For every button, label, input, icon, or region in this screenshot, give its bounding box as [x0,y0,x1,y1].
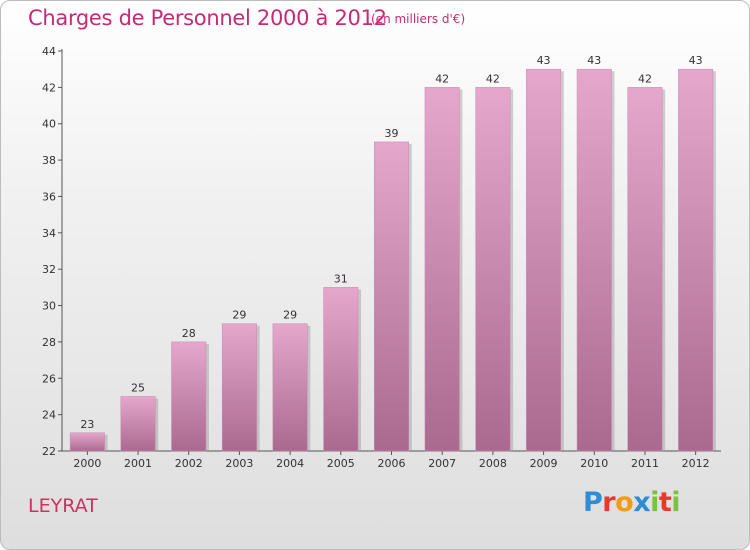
data-label: 28 [182,327,196,340]
bar [323,287,359,452]
x-tick-label: 2000 [73,457,101,470]
chart-title: Charges de Personnel 2000 à 2012 [28,6,387,30]
data-label: 25 [131,381,145,394]
logo-letter: t [658,487,672,518]
y-tick-label: 26 [42,372,56,385]
y-tick-label: 24 [42,409,56,422]
x-tick-label: 2006 [378,457,406,470]
bar [424,87,460,452]
bar [526,68,562,452]
bar [627,87,663,452]
town-name: LEYRAT [28,495,98,517]
logo-letter: i [671,487,681,518]
y-tick-label: 34 [42,227,56,240]
y-tick-label: 28 [42,336,56,349]
data-label: 29 [232,309,246,322]
y-tick-label: 44 [42,45,56,58]
bar [374,141,409,452]
logo-letter: P [583,487,603,518]
bar [171,341,207,452]
x-tick-label: 2012 [682,457,710,470]
y-axis: 22 24 26 28 30 32 34 36 38 40 42 44 [42,45,63,458]
data-label: 42 [435,72,449,85]
x-tick-label: 2004 [276,457,304,470]
bar [475,87,511,452]
y-tick-label: 36 [42,190,56,203]
bar [272,323,308,452]
x-tick-label: 2009 [530,457,558,470]
data-label: 29 [283,309,297,322]
x-axis: 2000 2001 2002 2003 2004 2005 2006 2007 2008 2009… [62,450,721,470]
logo-letter: i [650,487,659,518]
bar [221,323,257,452]
data-label: 23 [80,418,94,431]
y-tick-label: 22 [42,445,56,458]
y-tick-label: 32 [42,263,56,276]
data-label: 31 [334,272,348,285]
bars: 23 25 28 29 29 31 39 42 42 43 43 42 43 [69,54,716,452]
x-tick-label: 2002 [175,457,203,470]
y-tick-label: 30 [42,300,56,313]
x-tick-label: 2008 [479,457,507,470]
data-label: 43 [587,54,601,67]
x-tick-label: 2003 [225,457,253,470]
bar [576,68,612,452]
data-label: 42 [486,72,500,85]
bar [69,432,105,452]
y-tick-label: 40 [42,118,56,131]
logo-letter: o [615,487,634,518]
data-label: 43 [537,54,551,67]
y-tick-label: 38 [42,154,56,167]
logo-letter: x [633,487,651,518]
x-tick-label: 2005 [327,457,355,470]
x-tick-label: 2011 [631,457,659,470]
y-tick-label: 42 [42,81,56,94]
chart-subtitle: (en milliers d'€) [371,12,466,26]
proxiti-logo[interactable]: Proxiti [583,487,681,518]
bar [120,396,156,452]
x-tick-label: 2007 [428,457,456,470]
data-label: 43 [689,54,703,67]
x-tick-label: 2010 [580,457,608,470]
x-tick-label: 2001 [124,457,152,470]
logo-letter: r [602,487,616,518]
data-label: 39 [385,127,399,140]
data-label: 42 [638,72,652,85]
bar [678,68,714,452]
